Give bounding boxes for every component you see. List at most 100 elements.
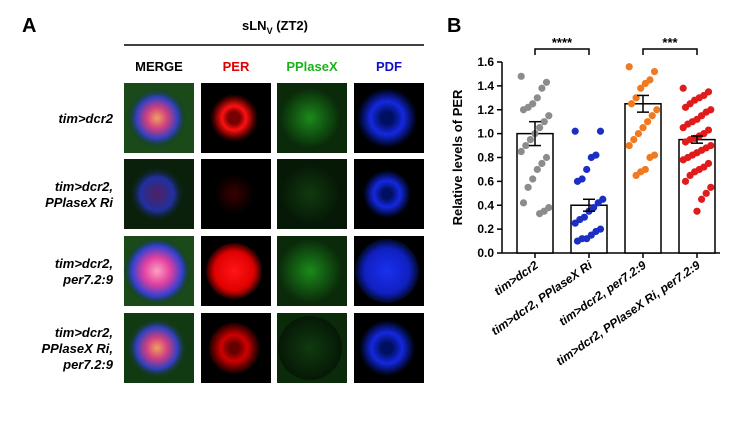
row-label: tim>dcr2,	[55, 179, 113, 194]
cell-signal	[363, 170, 411, 218]
cell-signal	[278, 239, 342, 303]
row-label: per7.2:9	[62, 272, 114, 287]
data-point	[571, 127, 579, 135]
data-point	[679, 84, 687, 92]
significance-bracket	[534, 48, 590, 55]
data-point	[686, 171, 694, 180]
data-point	[519, 199, 528, 207]
data-point	[533, 94, 541, 102]
cell-signal	[129, 166, 185, 222]
cell-signal	[127, 88, 187, 148]
data-point	[646, 153, 654, 162]
data-point	[587, 153, 595, 162]
data-point	[536, 124, 544, 132]
panel-b: B Relative levels of PER 0.0 0.2 0.4 0.6 0.8 1.…	[447, 15, 720, 368]
data-point	[637, 84, 645, 92]
cell-signal	[206, 243, 262, 299]
y-tick-label: 0.0	[477, 246, 494, 260]
data-point	[573, 237, 582, 245]
data-point	[526, 135, 535, 144]
data-point	[641, 79, 649, 88]
panel-a: A sLNV (ZT2) MERGE PER PPlaseX PDF tim>dcr2 t…	[22, 15, 424, 383]
y-tick-label: 1.2	[477, 103, 494, 117]
data-point	[542, 153, 551, 162]
data-point	[702, 189, 710, 197]
cell-signal	[359, 320, 415, 376]
data-point	[538, 84, 546, 92]
data-point	[625, 141, 633, 150]
column-label: MERGE	[135, 59, 183, 74]
y-tick-label: 1.6	[477, 55, 494, 69]
data-point	[630, 135, 638, 144]
data-point	[529, 175, 537, 183]
cell-signal	[210, 94, 258, 142]
x-tick-label: tim>dcr2, PPlaseX Ri	[489, 258, 596, 339]
data-point	[573, 177, 582, 185]
data-point	[632, 171, 640, 180]
cell-signal	[208, 322, 260, 374]
x-tick-label: tim>dcr2	[491, 258, 541, 299]
data-point	[653, 106, 661, 114]
data-point	[517, 147, 525, 156]
data-point	[545, 112, 553, 120]
cell-signal	[280, 88, 340, 148]
data-point	[634, 130, 643, 138]
column-label: PER	[223, 59, 250, 74]
data-point	[542, 78, 551, 86]
row-label: tim>dcr2	[58, 111, 113, 126]
row-label: PPlaseX Ri,	[41, 341, 113, 356]
row-label: PPlaseX Ri	[45, 195, 113, 210]
data-point	[648, 112, 656, 120]
data-point	[639, 124, 647, 132]
header-rest: (ZT2)	[273, 18, 308, 33]
data-point	[650, 67, 659, 76]
row-label: per7.2:9	[62, 357, 114, 372]
data-point	[519, 106, 528, 114]
data-point	[594, 199, 602, 207]
data-point	[644, 118, 652, 126]
data-point	[627, 100, 636, 108]
panel-label: A	[22, 15, 36, 37]
data-point	[681, 103, 690, 111]
row-label: tim>dcr2,	[55, 325, 113, 340]
data-point	[536, 210, 544, 218]
data-point	[681, 138, 690, 146]
header-sub: V	[267, 26, 273, 36]
data-point	[538, 159, 546, 168]
row-label: tim>dcr2,	[55, 256, 113, 271]
cell-signal	[278, 316, 342, 380]
header-main: sLN	[242, 18, 267, 33]
significance-label: ****	[552, 35, 573, 50]
data-point	[583, 165, 591, 174]
cell-signal	[280, 164, 340, 224]
column-label: PDF	[376, 59, 402, 74]
y-tick-label: 0.4	[477, 198, 494, 212]
cell-signal	[214, 174, 254, 214]
data-point	[540, 118, 548, 126]
y-tick-label: 0.8	[477, 151, 494, 165]
data-point	[522, 141, 530, 150]
cell-signal	[127, 318, 187, 378]
y-tick-label: 0.2	[477, 222, 494, 236]
cell-signal	[355, 239, 419, 303]
data-point	[707, 183, 715, 191]
data-point	[679, 156, 687, 164]
data-point	[693, 207, 701, 215]
cell-signal	[123, 237, 191, 305]
significance-label: ***	[662, 35, 678, 50]
y-tick-label: 1.0	[477, 127, 494, 141]
significance-bracket	[642, 48, 698, 55]
cell-signal	[357, 88, 417, 148]
panel-header: sLNV (ZT2)	[242, 18, 308, 36]
data-point	[533, 165, 541, 174]
data-point	[679, 124, 687, 132]
data-point	[625, 63, 633, 71]
y-tick-label: 1.4	[477, 79, 494, 93]
data-point	[681, 177, 690, 185]
data-point	[698, 195, 706, 203]
panel-label: B	[447, 15, 461, 37]
column-label: PPlaseX	[286, 59, 338, 74]
y-axis-label: Relative levels of PER	[450, 89, 465, 225]
data-point	[524, 183, 532, 191]
